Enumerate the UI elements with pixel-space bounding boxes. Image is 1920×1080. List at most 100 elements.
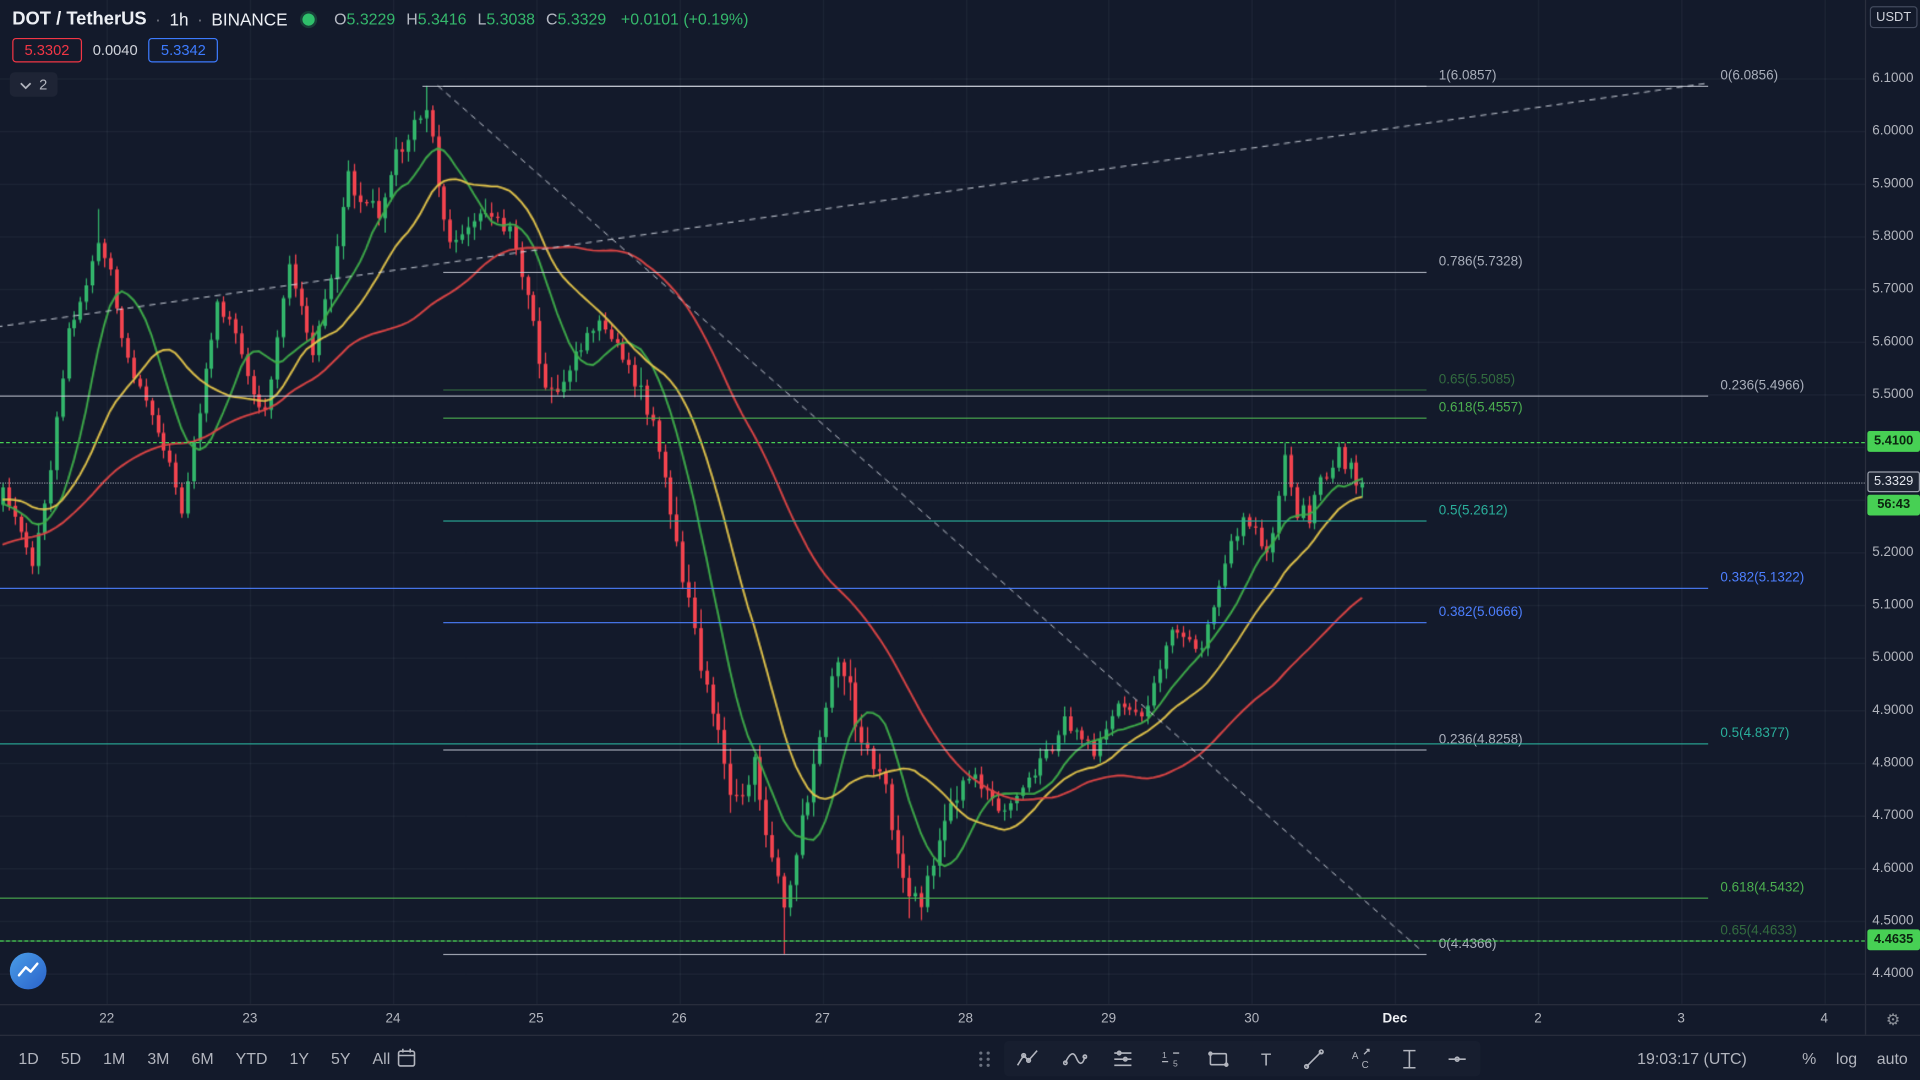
time-axis-label: 29 (1101, 1011, 1117, 1027)
range-button-5y[interactable]: 5Y (331, 1049, 351, 1068)
price-axis-label: 5.0000 (1872, 650, 1914, 665)
price-axis-label: 6.0000 (1872, 123, 1914, 139)
price-axis[interactable]: USDT 6.1000 6.0000 5.9000 5.8000 5.7000 5.600… (1864, 0, 1920, 1035)
close-value: 5.3329 (557, 9, 607, 29)
price-axis-label: 4.6000 (1872, 860, 1914, 876)
time-axis-label: 27 (814, 1011, 830, 1027)
open-value: 5.3229 (346, 9, 396, 29)
measure-tool-icon[interactable] (1397, 1046, 1421, 1070)
price-axis-label: 5.5000 (1872, 386, 1914, 402)
time-axis-label: 24 (385, 1011, 401, 1027)
logo-button[interactable] (9, 952, 47, 990)
svg-text:C: C (1362, 1059, 1369, 1070)
price-axis-label: 5.9000 (1872, 176, 1914, 192)
price-axis-label: 5.2000 (1872, 544, 1914, 560)
utc-clock[interactable]: 19:03:17 (UTC) (1637, 1049, 1747, 1068)
gear-icon[interactable]: ⚙ (1885, 1010, 1901, 1029)
percent-scale-button[interactable]: % (1802, 1049, 1817, 1068)
separator-dot: · (197, 9, 203, 29)
time-axis-label: 2 (1534, 1011, 1542, 1027)
range-button-5d[interactable]: 5D (60, 1049, 82, 1068)
curve-chart-icon[interactable] (1062, 1046, 1088, 1070)
price-tag-last[interactable]: 5.3329 (1867, 471, 1920, 493)
exchange-label[interactable]: BINANCE (211, 9, 288, 29)
time-axis-label: 22 (99, 1011, 115, 1027)
price-tag-countdown[interactable]: 56:43 (1867, 494, 1920, 516)
ask-price[interactable]: 5.3342 (148, 37, 219, 63)
price-axis-label: 5.7000 (1872, 281, 1914, 297)
date-range-buttons: 1D 5D 1M 3M 6M YTD 1Y 5Y All (7, 1036, 401, 1080)
polyline-chart-icon[interactable] (1015, 1046, 1039, 1070)
range-button-1y[interactable]: 1Y (289, 1049, 309, 1068)
price-tag-alert[interactable]: 5.4100 (1867, 430, 1920, 452)
interval-label[interactable]: 1h (169, 9, 189, 29)
time-axis-label: 30 (1244, 1011, 1260, 1027)
close-label: C (546, 9, 558, 29)
price-axis-label: 4.7000 (1872, 808, 1914, 823)
drag-handle-icon[interactable] (976, 1048, 993, 1074)
horizontal-line-tool-icon[interactable] (1445, 1046, 1469, 1070)
time-axis-label: 25 (528, 1011, 544, 1027)
time-axis-label: 4 (1820, 1011, 1828, 1027)
currency-toggle-button[interactable]: USDT (1869, 6, 1918, 29)
symbol-name[interactable]: DOT / TetherUS (12, 8, 147, 30)
open-label: O (334, 9, 347, 29)
range-button-ytd[interactable]: YTD (235, 1049, 268, 1068)
high-value: 5.3416 (417, 9, 467, 29)
text-tool-icon[interactable]: T (1254, 1046, 1278, 1070)
range-button-1m[interactable]: 1M (103, 1049, 126, 1068)
range-button-3m[interactable]: 3M (147, 1049, 170, 1068)
time-axis[interactable]: 22 23 24 25 26 27 28 29 30 Dec 2 3 4 (0, 1004, 1865, 1035)
price-axis-label: 5.6000 (1872, 334, 1914, 349)
low-label: L (477, 9, 487, 29)
range-button-all[interactable]: All (372, 1049, 391, 1068)
symbol-legend: DOT / TetherUS · 1h · BINANCE O5.3229 H5… (12, 9, 748, 63)
ohlc-readout: O5.3229 H5.3416 L5.3038 C5.3329 +0.0101 … (334, 10, 748, 28)
rectangle-tool-icon[interactable] (1206, 1046, 1230, 1070)
time-axis-label: 28 (958, 1011, 974, 1027)
svg-text:A: A (1352, 1051, 1359, 1062)
high-label: H (406, 9, 418, 29)
axis-settings-corner[interactable]: ⚙ (1864, 1004, 1920, 1035)
range-button-1d[interactable]: 1D (18, 1049, 39, 1068)
scale-controls: % log auto (1802, 1049, 1908, 1067)
spread-value: 0.0040 (92, 41, 138, 59)
price-axis-label: 6.1000 (1872, 71, 1914, 86)
svg-text:1: 1 (1162, 1049, 1167, 1059)
object-tree-chip[interactable]: 2 (9, 72, 58, 97)
market-status-icon (302, 12, 315, 26)
svg-text:T: T (1261, 1049, 1272, 1069)
price-tag-alert[interactable]: 4.4635 (1867, 929, 1920, 950)
goto-date-icon[interactable] (394, 1046, 421, 1073)
time-axis-label: 26 (671, 1011, 687, 1027)
stacked-lines-icon[interactable] (1111, 1046, 1135, 1070)
candlestick-chart-canvas[interactable] (0, 0, 1865, 1035)
log-scale-button[interactable]: log (1835, 1049, 1858, 1068)
price-axis-label: 4.8000 (1872, 755, 1914, 771)
low-value: 5.3038 (486, 9, 536, 29)
object-count: 2 (39, 75, 48, 94)
chevron-down-icon (20, 76, 32, 93)
bid-price[interactable]: 5.3302 (12, 37, 82, 63)
price-axis-label: 5.1000 (1872, 597, 1914, 613)
price-axis-label: 5.8000 (1872, 228, 1914, 244)
auto-scale-button[interactable]: auto (1876, 1049, 1908, 1068)
trendline-tool-icon[interactable] (1302, 1046, 1326, 1070)
chart-area[interactable]: 1(6.0857) 0.786(5.7328) 0.65(5.5085) 0.618(… (0, 0, 1865, 1035)
time-axis-label: 3 (1677, 1011, 1685, 1027)
logo-mountain-icon (16, 957, 40, 985)
svg-text:5: 5 (1173, 1058, 1178, 1068)
price-axis-label: 4.9000 (1872, 702, 1914, 718)
bid-ask-row: 5.3302 0.0040 5.3342 (12, 37, 748, 63)
separator-dot: · (155, 9, 161, 29)
change-readout: +0.0101 (+0.19%) (620, 9, 749, 29)
time-axis-label: Dec (1382, 1011, 1408, 1027)
price-axis-label: 4.5000 (1872, 913, 1914, 929)
range-button-6m[interactable]: 6M (191, 1049, 214, 1068)
time-axis-label: 23 (242, 1011, 258, 1027)
